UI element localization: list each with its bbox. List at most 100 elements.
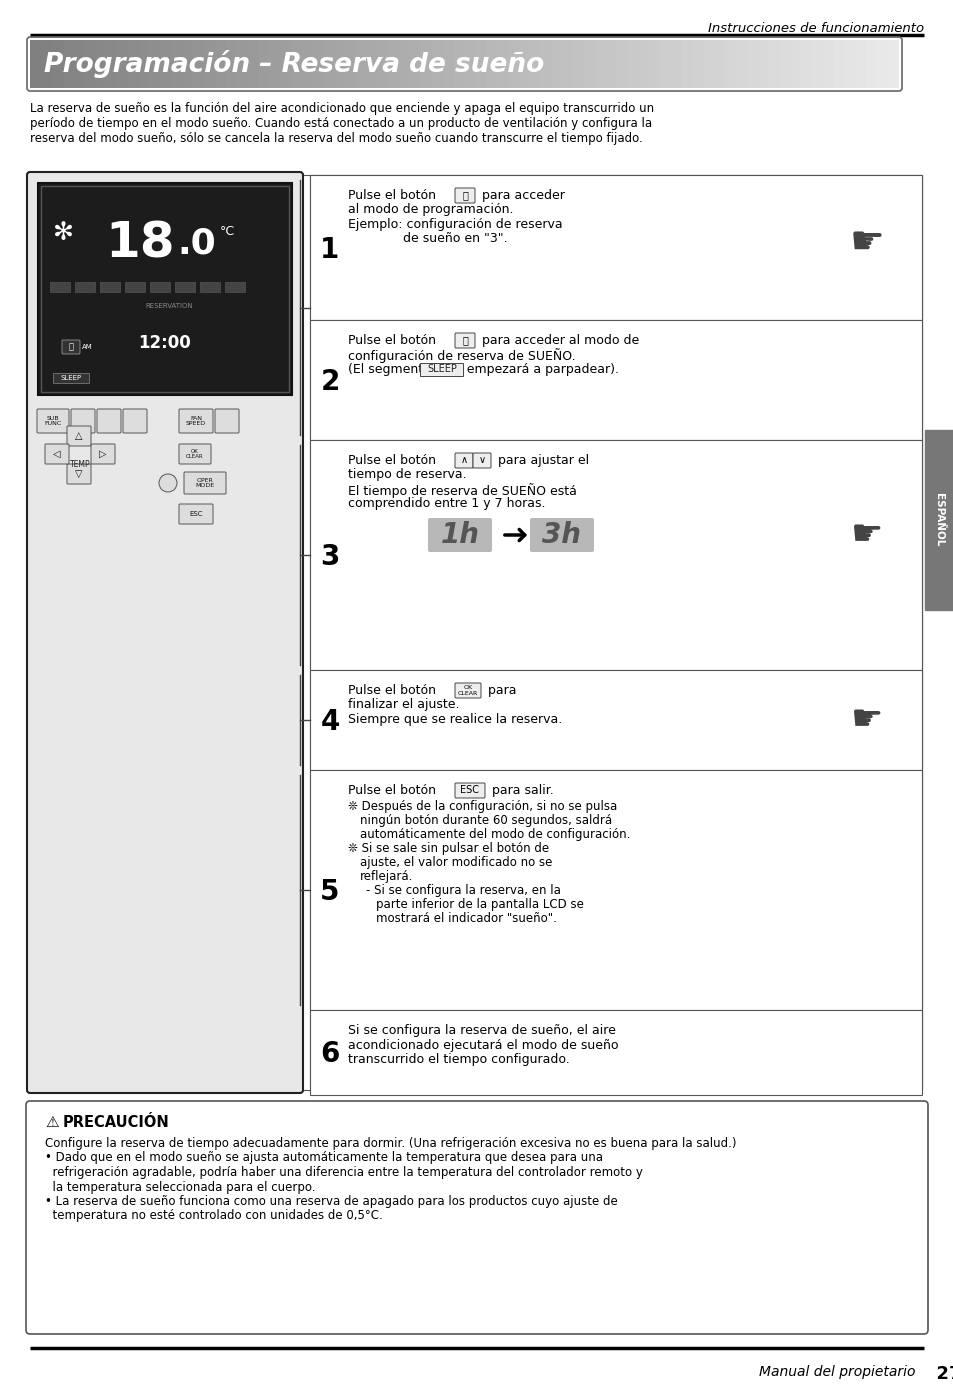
Bar xyxy=(310,671,921,770)
Bar xyxy=(843,41,855,88)
Text: reserva del modo sueño, sólo se cancela la reserva del modo sueño cuando transcu: reserva del modo sueño, sólo se cancela … xyxy=(30,132,642,146)
FancyBboxPatch shape xyxy=(420,363,463,375)
Text: 3: 3 xyxy=(320,543,339,571)
Circle shape xyxy=(159,475,177,491)
Text: Configure la reserva de tiempo adecuadamente para dormir. (Una refrigeración exc: Configure la reserva de tiempo adecuadam… xyxy=(45,1137,736,1149)
Text: ningún botón durante 60 segundos, saldrá: ningún botón durante 60 segundos, saldrá xyxy=(359,813,612,827)
Bar xyxy=(128,41,139,88)
Bar xyxy=(540,41,552,88)
FancyBboxPatch shape xyxy=(71,409,95,433)
Text: 4: 4 xyxy=(320,708,339,736)
FancyBboxPatch shape xyxy=(91,444,115,463)
Bar xyxy=(95,41,107,88)
Bar xyxy=(464,41,476,88)
Text: acondicionado ejecutará el modo de sueño: acondicionado ejecutará el modo de sueño xyxy=(348,1039,618,1051)
Text: TEMP: TEMP xyxy=(70,461,91,469)
Bar xyxy=(605,41,617,88)
Bar xyxy=(51,41,63,88)
Bar xyxy=(366,41,377,88)
Text: 12:00: 12:00 xyxy=(138,335,192,351)
Text: 1h: 1h xyxy=(440,521,479,549)
Text: ❊ Si se sale sin pulsar el botón de: ❊ Si se sale sin pulsar el botón de xyxy=(348,841,549,855)
Text: para: para xyxy=(483,685,516,697)
Bar xyxy=(312,41,323,88)
Bar xyxy=(432,41,443,88)
Bar xyxy=(924,430,953,610)
Bar xyxy=(247,41,258,88)
Text: parte inferior de la pantalla LCD se: parte inferior de la pantalla LCD se xyxy=(375,897,583,911)
Bar xyxy=(779,41,790,88)
FancyBboxPatch shape xyxy=(27,172,303,1093)
Bar xyxy=(595,41,605,88)
Text: 6: 6 xyxy=(320,1040,339,1068)
Bar xyxy=(724,41,736,88)
Bar xyxy=(41,41,52,88)
FancyBboxPatch shape xyxy=(26,1100,927,1334)
Bar xyxy=(388,41,399,88)
FancyBboxPatch shape xyxy=(45,444,69,463)
Bar xyxy=(877,41,887,88)
Text: La reserva de sueño es la función del aire acondicionado que enciende y apaga el: La reserva de sueño es la función del ai… xyxy=(30,102,654,115)
Text: AM: AM xyxy=(82,344,92,350)
Text: transcurrido el tiempo configurado.: transcurrido el tiempo configurado. xyxy=(348,1053,569,1065)
Bar xyxy=(310,1009,921,1095)
Text: para ajustar el: para ajustar el xyxy=(494,454,589,468)
Bar xyxy=(627,41,639,88)
Text: ⏲: ⏲ xyxy=(461,336,468,346)
Text: de sueño en "3".: de sueño en "3". xyxy=(402,232,507,245)
Text: 5: 5 xyxy=(320,878,339,906)
Text: ◁: ◁ xyxy=(53,449,61,459)
Text: ✻: ✻ xyxy=(53,221,74,245)
Text: • La reserva de sueño funciona como una reserva de apagado para los productos cu: • La reserva de sueño funciona como una … xyxy=(45,1196,618,1208)
FancyBboxPatch shape xyxy=(455,783,484,798)
Text: ESC: ESC xyxy=(189,511,203,517)
Text: ▽: ▽ xyxy=(75,469,83,479)
Text: SLEEP: SLEEP xyxy=(60,375,81,381)
Bar xyxy=(75,281,95,293)
Text: Pulse el botón: Pulse el botón xyxy=(348,784,439,797)
Bar xyxy=(583,41,595,88)
Text: RESERVATION: RESERVATION xyxy=(145,302,193,309)
Text: temperatura no esté controlado con unidades de 0,5°C.: temperatura no esté controlado con unida… xyxy=(45,1210,382,1222)
FancyBboxPatch shape xyxy=(455,454,473,468)
Bar xyxy=(345,41,356,88)
Bar xyxy=(561,41,573,88)
Text: 2: 2 xyxy=(320,368,339,396)
Text: • Dado que en el modo sueño se ajusta automáticamente la temperatura que desea p: • Dado que en el modo sueño se ajusta au… xyxy=(45,1151,602,1165)
Bar xyxy=(768,41,780,88)
Text: Ejemplo: configuración de reserva: Ejemplo: configuración de reserva xyxy=(348,218,562,231)
FancyBboxPatch shape xyxy=(67,426,91,447)
Text: Manual del propietario: Manual del propietario xyxy=(758,1365,923,1379)
Bar xyxy=(301,41,313,88)
Bar xyxy=(269,41,280,88)
Bar xyxy=(334,41,345,88)
Text: Programación – Reserva de sueño: Programación – Reserva de sueño xyxy=(44,50,543,78)
Text: ⏱: ⏱ xyxy=(69,343,73,351)
Bar xyxy=(200,281,220,293)
Text: ☛: ☛ xyxy=(849,224,883,262)
Bar xyxy=(475,41,486,88)
Bar xyxy=(399,41,410,88)
Text: 3h: 3h xyxy=(542,521,581,549)
Bar xyxy=(150,281,170,293)
Bar xyxy=(551,41,562,88)
Bar xyxy=(310,440,921,671)
Text: PRECAUCIÓN: PRECAUCIÓN xyxy=(63,1114,170,1130)
Bar xyxy=(323,41,335,88)
Text: Pulse el botón: Pulse el botón xyxy=(348,454,439,468)
Bar xyxy=(84,41,95,88)
Bar xyxy=(801,41,812,88)
Text: ∧: ∧ xyxy=(460,455,467,465)
Text: Si se configura la reserva de sueño, el aire: Si se configura la reserva de sueño, el … xyxy=(348,1023,616,1037)
Text: OK
CLEAR: OK CLEAR xyxy=(186,448,204,459)
Text: FAN
SPEED: FAN SPEED xyxy=(186,416,206,427)
Bar xyxy=(789,41,801,88)
Text: ⏲: ⏲ xyxy=(461,190,468,200)
Bar xyxy=(757,41,768,88)
Bar xyxy=(486,41,497,88)
Bar xyxy=(833,41,844,88)
Bar xyxy=(150,41,161,88)
Text: SUB
FUNC: SUB FUNC xyxy=(45,416,62,427)
Bar xyxy=(174,281,194,293)
FancyBboxPatch shape xyxy=(455,333,475,349)
